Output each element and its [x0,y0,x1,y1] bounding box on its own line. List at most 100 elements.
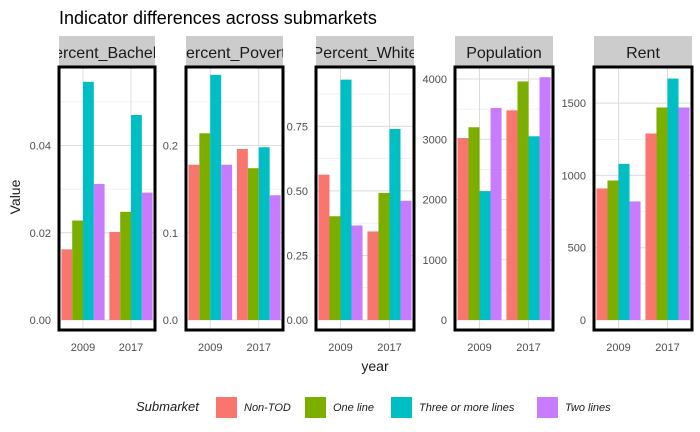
x-tick-label: 2017 [119,342,143,354]
bar-non-tod [188,164,200,320]
bar-three-or-more-lines [210,74,222,321]
x-tick-label: 2017 [516,342,540,354]
x-tick-label: 2009 [71,342,95,354]
bar-two-lines [351,225,363,320]
x-tick-label: 2009 [198,342,222,354]
legend-swatch [216,397,237,418]
bar-two-lines [490,107,502,320]
legend-swatch [305,397,326,418]
x-tick-label: 2009 [328,342,352,354]
bar-one-line [468,127,480,320]
bar-one-line [72,220,83,320]
y-tick-label: 0.75 [287,121,308,133]
bar-three-or-more-lines [258,147,270,320]
facet-strip [594,36,692,67]
y-tick-label: 3000 [423,134,447,146]
panel-border [184,65,285,332]
facet-strip [455,36,553,67]
panel-border [57,65,157,332]
bar-non-tod [645,133,657,320]
facet-strip-label: Population [466,45,542,62]
legend-label: Two lines [565,402,611,414]
legend-title: Submarket [136,399,200,414]
y-tick-label: 0.50 [287,186,308,198]
bar-three-or-more-lines [667,78,679,321]
legend-item: One line [305,397,374,418]
y-tick-label: 0.00 [287,315,308,327]
legend-label: One line [333,402,374,414]
bar-one-line [120,211,131,320]
x-tick-label: 2017 [655,342,679,354]
bar-non-tod [457,138,469,320]
y-tick-label: 0.0 [163,315,178,327]
bar-two-lines [93,183,105,320]
bar-two-lines [400,200,412,320]
x-tick-label: 2009 [467,342,491,354]
bar-one-line [378,192,390,320]
facet-strip-label: Rent [626,45,660,62]
facet-panel: Rent 0 500 1000 1500 2009 2017 [562,36,694,354]
panel-border [314,65,416,332]
y-tick-label: 0.25 [287,250,308,262]
legend-label: Non-TOD [244,402,291,414]
bar-one-line [607,180,619,320]
panel-border [453,65,555,332]
bar-two-lines [678,107,690,320]
bar-non-tod [61,249,73,320]
facet-strip-label: Percent_Bachelor [43,45,171,62]
bar-one-line [247,168,259,320]
y-tick-label: 0 [580,315,586,327]
y-tick-label: 0.04 [30,141,51,153]
bar-three-or-more-lines [131,114,142,320]
facet-strip [316,36,414,67]
legend-swatch [391,397,412,418]
bar-two-lines [269,195,281,320]
y-tick-label: 1000 [423,255,447,267]
y-tick-label: 0 [441,315,447,327]
facet-strip [186,36,283,67]
facet-panel: Percent_Bachelor 0.00 0.02 0.04 2009 2017 [30,36,171,354]
legend-swatch [537,397,558,418]
facet-strip-label: Percent_Poverty [175,45,293,62]
bar-three-or-more-lines [618,163,630,320]
bar-three-or-more-lines [389,128,401,320]
bar-non-tod [236,149,248,320]
legend-item: Two lines [537,397,611,418]
legend-item: Three or more lines [391,397,515,418]
y-tick-label: 1000 [562,170,586,182]
y-axis-title: Value [7,179,23,214]
bar-three-or-more-lines [340,79,352,321]
x-axis-title: year [361,358,389,374]
y-tick-label: 1500 [562,98,586,110]
bar-non-tod [506,110,518,320]
y-tick-label: 4000 [423,74,447,86]
bar-one-line [329,216,341,320]
y-tick-label: 0.00 [30,315,51,327]
x-tick-label: 2017 [247,342,271,354]
bar-two-lines [629,201,641,320]
bar-three-or-more-lines [83,81,94,321]
bar-non-tod [109,231,121,320]
bar-two-lines [141,192,153,320]
chart-title: Indicator differences across submarkets [59,8,377,28]
facet-panel: Percent_White 0.00 0.25 0.50 0.75 2009 2017 [287,36,418,354]
facet-panel: Percent_Poverty 0.0 0.1 0.2 2009 2017 [163,36,293,354]
bar-one-line [656,107,668,320]
panel-border [592,65,694,332]
facet-strip [59,36,155,67]
facet-strip-label: Percent_White [313,45,418,62]
bar-two-lines [221,164,233,320]
legend-label: Three or more lines [419,402,515,414]
y-tick-label: 2000 [423,195,447,207]
y-tick-label: 0.02 [30,228,51,240]
legend: Submarket Non-TOD One line Three or more l… [136,397,611,418]
legend-item: Non-TOD [216,397,291,418]
y-tick-label: 0.2 [163,141,178,153]
bar-three-or-more-lines [479,191,491,320]
y-tick-label: 0.1 [163,228,178,240]
x-tick-label: 2009 [606,342,630,354]
y-tick-label: 500 [568,243,586,255]
facet-panel: Population 0 1000 2000 3000 4000 2009 2017 [423,36,555,354]
bar-one-line [199,133,211,320]
